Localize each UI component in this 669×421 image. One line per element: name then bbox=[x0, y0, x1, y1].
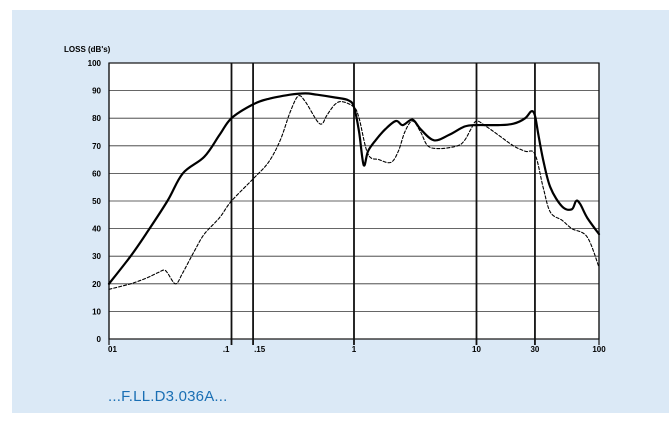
loss-chart: 0 10 20 30 40 50 60 70 80 90 100 01 .1 .15 1 10 30 100 LO… bbox=[64, 45, 607, 354]
series-lines bbox=[107, 92, 601, 290]
series-line-dashed bbox=[108, 95, 600, 290]
x-tick-label: .1 bbox=[223, 345, 230, 354]
y-tick-label: 0 bbox=[97, 335, 102, 344]
x-tick-label: .15 bbox=[254, 345, 266, 354]
y-tick-label: 90 bbox=[92, 87, 101, 96]
reference-code: ...F.LL.D3.036A... bbox=[108, 388, 228, 405]
tick-labels: 0 10 20 30 40 50 60 70 80 90 100 01 .1 .15 1 10 30 100 bbox=[88, 59, 607, 354]
x-tick-label: 01 bbox=[108, 345, 117, 354]
x-tick-label: 100 bbox=[592, 345, 606, 354]
y-tick-label: 20 bbox=[92, 280, 101, 289]
x-tick-label: 10 bbox=[472, 345, 481, 354]
y-tick-label: 30 bbox=[92, 252, 101, 261]
grid bbox=[108, 62, 600, 345]
y-tick-label: 40 bbox=[92, 225, 101, 234]
y-tick-label: 80 bbox=[92, 114, 101, 123]
y-tick-label: 60 bbox=[92, 169, 101, 178]
plot-frame bbox=[108, 62, 600, 340]
x-tick-label: 1 bbox=[352, 345, 357, 354]
y-tick-label: 100 bbox=[88, 59, 102, 68]
y-tick-label: 10 bbox=[92, 307, 101, 316]
y-axis-label: LOSS (dB's) bbox=[64, 45, 111, 54]
series-line-solid bbox=[107, 92, 601, 285]
x-tick-label: 30 bbox=[530, 345, 539, 354]
figure-panel: 0 10 20 30 40 50 60 70 80 90 100 01 .1 .15 1 10 30 100 LO… bbox=[12, 10, 669, 413]
y-tick-label: 50 bbox=[92, 197, 101, 206]
y-tick-label: 70 bbox=[92, 142, 101, 151]
